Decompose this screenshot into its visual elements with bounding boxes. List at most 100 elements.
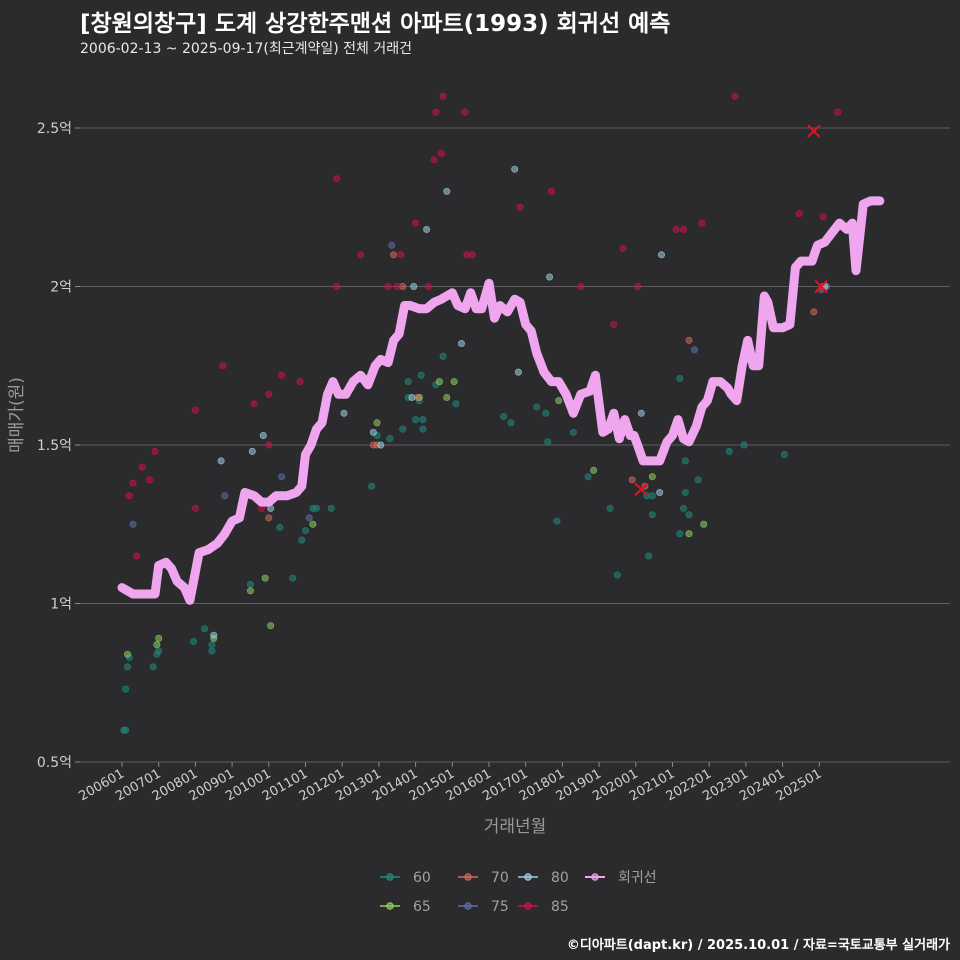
data-point-85 xyxy=(333,282,341,290)
x-marker-stroke xyxy=(634,482,649,497)
data-point-75 xyxy=(691,346,699,354)
data-point-80 xyxy=(443,187,451,195)
data-point-85 xyxy=(439,92,447,100)
data-point-70 xyxy=(810,308,818,316)
data-point-85 xyxy=(393,282,401,290)
data-point-85 xyxy=(133,552,141,560)
data-point-85 xyxy=(125,492,133,500)
data-point-65 xyxy=(685,530,693,538)
y-tick-label: 1억 xyxy=(50,597,72,613)
data-point-85 xyxy=(432,108,440,116)
legend-key-dot xyxy=(464,902,472,910)
data-point-70 xyxy=(390,251,398,259)
data-point-60 xyxy=(613,571,621,579)
x-marker xyxy=(814,279,828,294)
data-point-60 xyxy=(276,523,284,531)
data-point-65 xyxy=(373,419,381,427)
data-point-60 xyxy=(122,726,130,734)
data-point-60 xyxy=(327,504,335,512)
data-point-80 xyxy=(656,489,664,497)
data-point-85 xyxy=(834,108,842,116)
legend-item: 75 xyxy=(458,899,509,915)
data-point-75 xyxy=(221,492,229,500)
data-point-60 xyxy=(149,663,157,671)
data-point-85 xyxy=(468,251,476,259)
data-point-85 xyxy=(397,251,405,259)
data-point-85 xyxy=(191,504,199,512)
x-axis-title: 거래년월 xyxy=(484,817,547,837)
data-point-60 xyxy=(507,419,515,427)
data-point-60 xyxy=(404,378,412,386)
data-point-80 xyxy=(377,441,385,449)
data-point-85 xyxy=(619,244,627,252)
data-point-80 xyxy=(259,431,267,439)
grid-lines xyxy=(80,127,950,763)
data-point-80 xyxy=(217,457,225,465)
data-point-80 xyxy=(340,409,348,417)
data-point-60 xyxy=(569,428,577,436)
data-point-60 xyxy=(500,412,508,420)
data-point-85 xyxy=(577,282,585,290)
data-point-85 xyxy=(219,362,227,370)
data-point-60 xyxy=(542,409,550,417)
legend-item: 70 xyxy=(458,870,509,886)
data-point-85 xyxy=(819,213,827,221)
legend-item: 80 xyxy=(518,870,569,886)
data-point-60 xyxy=(648,511,656,519)
legend-item: 회귀선 xyxy=(585,870,657,886)
data-point-85 xyxy=(634,282,642,290)
data-point-85 xyxy=(424,282,432,290)
data-point-85 xyxy=(610,321,618,329)
data-point-65 xyxy=(590,466,598,474)
data-point-65 xyxy=(309,520,317,528)
data-point-60 xyxy=(681,457,689,465)
data-point-85 xyxy=(146,476,154,484)
data-point-65 xyxy=(246,587,254,595)
data-point-65 xyxy=(648,473,656,481)
data-point-60 xyxy=(452,400,460,408)
chart-subtitle: 2006-02-13 ~ 2025-09-17(최근계약일) 전체 거래건 xyxy=(80,41,412,57)
data-point-80 xyxy=(511,165,519,173)
data-point-85 xyxy=(698,219,706,227)
data-point-85 xyxy=(191,406,199,414)
legend-item: 65 xyxy=(380,899,431,915)
data-point-60 xyxy=(246,580,254,588)
data-point-60 xyxy=(780,451,788,459)
data-point-65 xyxy=(153,641,161,649)
legend-key-dot xyxy=(524,873,532,881)
data-point-60 xyxy=(301,527,309,535)
data-point-60 xyxy=(681,489,689,497)
legend-key-dot xyxy=(591,873,599,881)
data-point-80 xyxy=(248,447,256,455)
regression-line xyxy=(117,196,885,605)
regression-path xyxy=(117,196,885,605)
data-point-85 xyxy=(437,149,445,157)
highlight-markers xyxy=(634,124,828,497)
legend-label: 85 xyxy=(551,899,569,915)
x-marker xyxy=(807,124,821,138)
data-point-80 xyxy=(657,251,665,259)
data-point-85 xyxy=(430,156,438,164)
data-point-60 xyxy=(298,536,306,544)
data-point-60 xyxy=(208,647,216,655)
data-point-60 xyxy=(368,482,376,490)
data-point-85 xyxy=(333,175,341,183)
x-marker-stroke xyxy=(807,124,821,138)
data-point-85 xyxy=(547,187,555,195)
data-point-60 xyxy=(439,352,447,360)
data-point-65 xyxy=(443,393,451,401)
data-point-60 xyxy=(648,492,656,500)
data-point-85 xyxy=(731,92,739,100)
legend-key-dot xyxy=(386,873,394,881)
data-point-85 xyxy=(461,108,469,116)
data-point-75 xyxy=(305,514,313,522)
data-point-65 xyxy=(555,397,563,405)
data-point-65 xyxy=(124,650,132,658)
data-point-60 xyxy=(399,425,407,433)
legend-label: 65 xyxy=(413,899,431,915)
data-point-65 xyxy=(155,634,163,642)
data-point-65 xyxy=(450,378,458,386)
data-point-85 xyxy=(795,210,803,218)
y-tick-label: 2.5억 xyxy=(37,121,72,137)
